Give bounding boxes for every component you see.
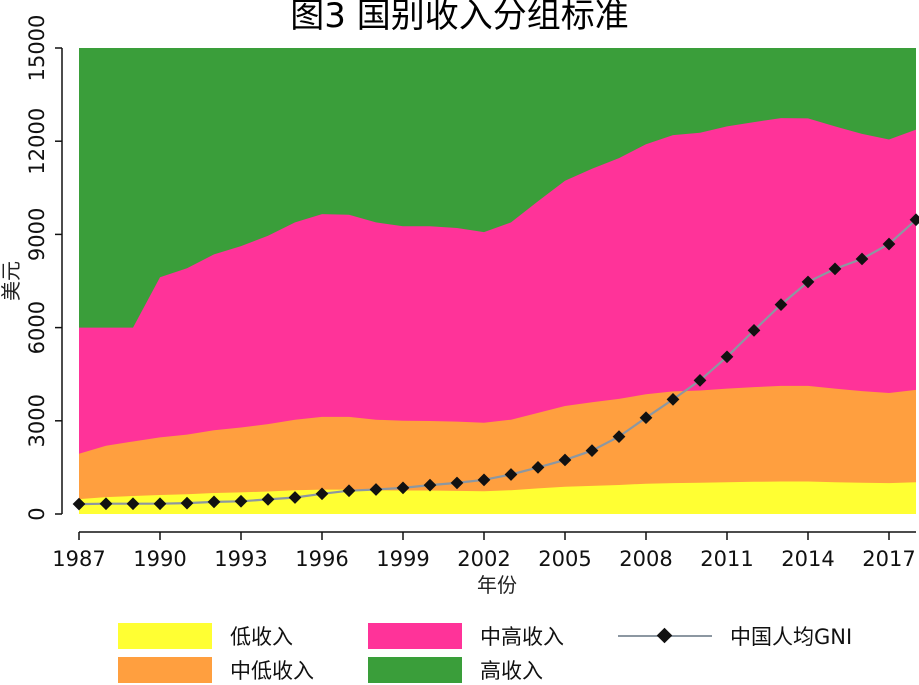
legend-item-high: 高收入 <box>368 656 543 684</box>
x-tick-label: 2002 <box>457 547 510 571</box>
china-gni-point <box>477 473 491 487</box>
y-axis-label: 美元 <box>0 261 23 301</box>
legend-label-upper-middle: 中高收入 <box>480 625 564 649</box>
x-tick-label: 2017 <box>862 547 915 571</box>
x-tick-label: 1999 <box>376 547 429 571</box>
china-gni-point <box>423 478 437 492</box>
legend-item-china-gni: 中国人均GNI <box>618 622 852 650</box>
china-gni-point <box>99 497 113 511</box>
y-tick-label: 9000 <box>25 208 49 261</box>
china-gni-point <box>261 493 275 506</box>
china-gni-point <box>855 252 869 266</box>
china-gni-point <box>288 491 302 504</box>
legend-item-low: 低收入 <box>118 622 293 650</box>
china-gni-point <box>126 497 140 511</box>
x-tick-label: 1990 <box>133 547 186 571</box>
legend-label-china-gni: 中国人均GNI <box>730 625 853 649</box>
x-tick-label: 1993 <box>214 547 267 571</box>
legend-swatch-upper-middle <box>368 623 462 649</box>
x-tick-label: 2005 <box>538 547 591 571</box>
area-layers <box>79 48 916 514</box>
china-gni-point <box>207 495 221 509</box>
china-gni-point <box>342 484 356 498</box>
x-tick-label: 2014 <box>781 547 834 571</box>
china-gni-point <box>72 497 86 511</box>
y-tick-label: 12000 <box>25 108 49 175</box>
y-tick-label: 6000 <box>25 301 49 354</box>
legend-item-lower-middle: 中低收入 <box>118 656 314 684</box>
x-tick-label: 2008 <box>619 547 672 571</box>
y-tick-label: 0 <box>25 507 49 520</box>
legend-item-upper-middle: 中高收入 <box>368 622 564 650</box>
x-tick-label: 2011 <box>700 547 753 571</box>
y-tick-label: 15000 <box>25 15 49 82</box>
china-gni-point <box>369 483 383 496</box>
legend-swatch-low <box>118 623 212 649</box>
legend-swatch-high <box>368 657 462 683</box>
legend-swatch-lower-middle <box>118 657 212 683</box>
china-gni-line <box>72 213 919 511</box>
china-gni-point <box>234 494 248 508</box>
legend-label-high: 高收入 <box>480 659 543 683</box>
china-gni-point <box>315 487 329 501</box>
x-tick-label: 1987 <box>52 547 105 571</box>
legend-label-low: 低收入 <box>230 625 293 649</box>
china-gni-point <box>450 476 464 490</box>
y-tick-label: 3000 <box>25 394 49 447</box>
chart-title: 图3 国别收入分组标准 <box>290 0 629 36</box>
china-gni-point <box>153 497 167 511</box>
china-gni-point <box>180 496 194 510</box>
china-gni-point <box>396 481 410 495</box>
x-tick-label: 1996 <box>295 547 348 571</box>
area-chart: 0 3000 6000 9000 12000 15000 美元 1987 1990 1993 199… <box>0 15 919 597</box>
area-lower-middle <box>79 385 916 514</box>
axes: 0 3000 6000 9000 12000 15000 美元 1987 1990 1993 199… <box>0 15 916 597</box>
legend-line-marker-icon <box>618 623 712 649</box>
area-low <box>79 481 916 514</box>
x-axis-label: 年份 <box>477 573 517 597</box>
legend-label-lower-middle: 中低收入 <box>230 659 314 683</box>
